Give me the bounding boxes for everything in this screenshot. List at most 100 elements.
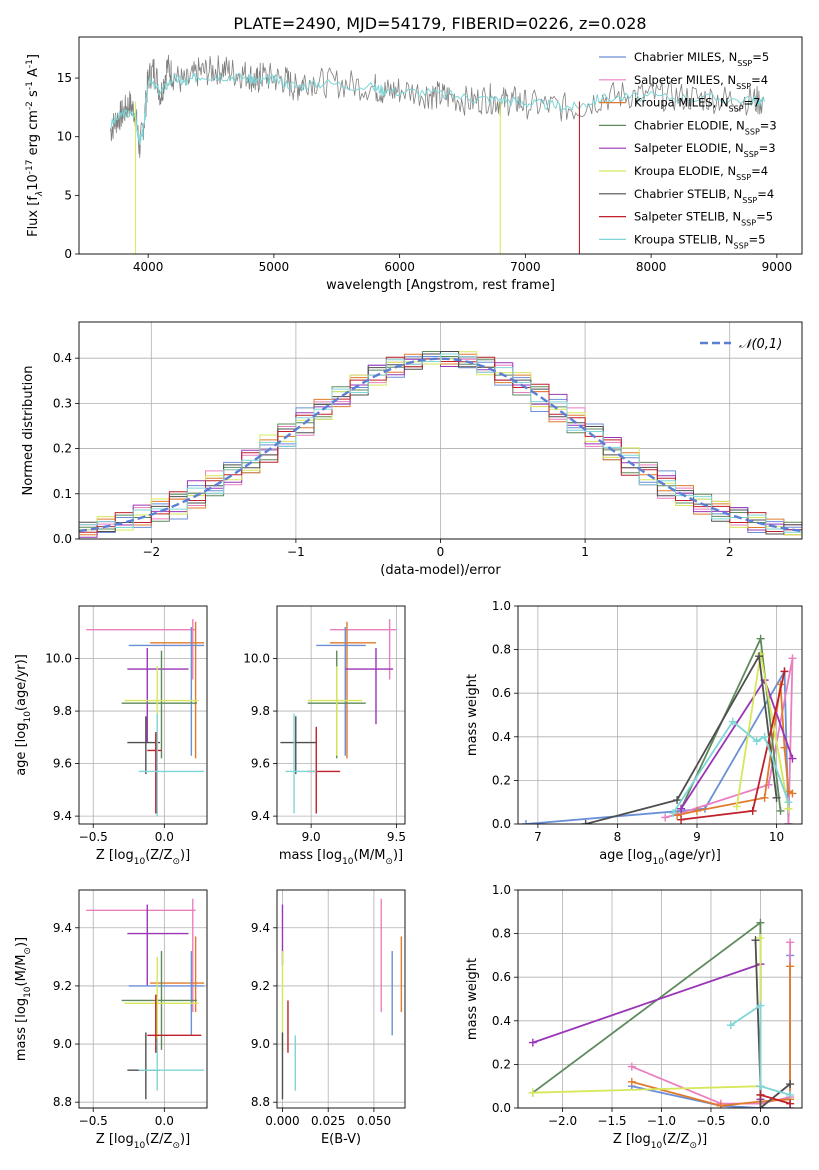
axes-frame	[517, 605, 803, 825]
legend-suffix: =4	[751, 164, 768, 178]
axes-frame	[78, 889, 208, 1109]
weight-marker	[760, 793, 769, 802]
weight-marker	[752, 737, 761, 746]
x-axis-label: Z [log10(Z/Z⊙)]	[96, 1132, 190, 1151]
weight-marker	[788, 754, 797, 763]
legend-sub: SSP	[737, 59, 752, 68]
weight-marker	[780, 743, 789, 752]
y-axis-label-part: erg cm	[26, 110, 41, 159]
plot-area-spectrum	[110, 54, 765, 254]
panel-weight-vs-age: 7 8 9 10 0.0 0.2 0.4 0.6 0.8 1.0 age [log10(age/yr…	[465, 599, 803, 867]
x-tick-label: 7	[534, 830, 542, 844]
x-tick-label: 10	[769, 830, 784, 844]
legend-sub: SSP	[734, 241, 749, 250]
x-axis-label: mass [log10(M/M⊙)]	[279, 848, 403, 867]
legend-entry: Chabrier STELIB, NSSP=4	[634, 187, 774, 205]
weight-marker	[786, 938, 795, 947]
weight-marker	[669, 809, 678, 818]
y-tick-label: 0.2	[53, 442, 72, 456]
y-axis-label-part: s	[26, 90, 41, 101]
y-axis-label: Flux [fλ10-17 erg cm-2 s-1 A-1]	[25, 54, 45, 237]
y-tick-label: 9.6	[53, 757, 72, 771]
x-tick-label: −1.0	[647, 1114, 676, 1128]
legend-entry: Salpeter ELODIE, NSSP=3	[634, 141, 776, 159]
x-tick-label: 0.0	[155, 1114, 174, 1128]
y-tick-label: 0.0	[492, 817, 511, 831]
y-tick-label: 10	[57, 130, 72, 144]
x-tick-label: 6000	[384, 260, 415, 274]
legend-text: Kroupa MILES, N	[634, 96, 729, 110]
legend-suffix: =5	[756, 210, 773, 224]
weight-marker	[784, 798, 793, 807]
x-tick-label: 2	[726, 545, 734, 559]
x-tick-label: 0.0	[751, 1114, 770, 1128]
y-tick-label: 0.0	[492, 1101, 511, 1115]
x-axis-label: E(B-V)	[321, 1132, 361, 1147]
y-tick-label: 9.8	[251, 704, 270, 718]
axes-age-vs-mass: 9.0 9.5 9.4 9.6 9.8 10.0 mass [log10(M/M⊙)]	[243, 605, 406, 867]
weight-marker	[756, 933, 765, 942]
y-tick-label: 0.0	[53, 532, 72, 546]
y-axis-label: mass weight	[465, 958, 480, 1040]
y-tick-label: 5	[64, 188, 72, 202]
x-axis-label: age [log10(age/yr)]	[599, 848, 721, 867]
x-tick-label: 0.050	[357, 1114, 391, 1128]
weight-marker	[786, 962, 795, 971]
axes-weight-vs-age: 7 8 9 10 0.0 0.2 0.4 0.6 0.8 1.0 age [log10(age/yr…	[465, 599, 803, 867]
legend-text: Chabrier ELODIE, N	[634, 118, 745, 132]
legend-sub: SSP	[741, 218, 756, 227]
x-tick-label: 0	[437, 545, 445, 559]
weight-marker	[756, 1090, 765, 1099]
legend-sub: SSP	[729, 104, 744, 113]
y-tick-label: 0.4	[53, 351, 72, 365]
x-axis-label: (data-model)/error	[380, 563, 501, 578]
axes-spectrum: 4000 5000 6000 7000 8000 9000 0 5 10 15 wavelength…	[25, 36, 803, 293]
x-tick-label: 1	[581, 545, 589, 559]
x-tick-label: 0.0	[155, 830, 174, 844]
y-tick-label: 8.8	[53, 1095, 72, 1109]
legend-suffix: =7	[744, 96, 761, 110]
x-tick-label: 7000	[510, 260, 541, 274]
legend-entry: Kroupa ELODIE, NSSP=4	[634, 164, 768, 182]
legend-suffix: =4	[751, 73, 768, 87]
weight-marker	[627, 1062, 636, 1071]
weight-line	[585, 655, 778, 824]
y-tick-label: 9.2	[53, 979, 72, 993]
weight-marker	[756, 1082, 765, 1091]
y-axis-label-part: -2	[25, 101, 35, 110]
y-tick-label: 0.8	[492, 927, 511, 941]
x-tick-label: 9	[693, 830, 701, 844]
x-tick-label: −0.5	[79, 830, 108, 844]
y-tick-label: 0.6	[492, 686, 511, 700]
legend-entry: 𝒩(0,1)	[739, 337, 782, 352]
weight-marker	[760, 732, 769, 741]
weight-marker	[677, 815, 686, 824]
legend-entry: Chabrier ELODIE, NSSP=3	[634, 118, 777, 136]
weight-line	[730, 1004, 791, 1096]
weight-marker	[784, 820, 793, 824]
weight-marker	[528, 1038, 537, 1047]
figure-title: PLATE=2490, MJD=54179, FIBERID=0226, z=0…	[233, 14, 646, 33]
y-tick-label: 9.4	[53, 809, 72, 823]
x-axis-label: wavelength [Angstrom, rest frame]	[326, 278, 555, 293]
y-tick-label: 9.0	[251, 1037, 270, 1051]
x-tick-label: −2.0	[548, 1114, 577, 1128]
axes-weight-vs-Z: −2.0 −1.5 −1.0 −0.5 0.0 0.0 0.2 0.4 0.6 0.8 1.0 Z […	[465, 883, 803, 1151]
plot-area-weight-vs-Z	[528, 918, 795, 1108]
y-axis-label-part: ]	[26, 54, 41, 59]
plot-area-weight-vs-age	[521, 634, 797, 824]
weight-marker	[661, 813, 670, 822]
axes-frame	[78, 36, 803, 255]
panel-age-vs-mass: 9.0 9.5 9.4 9.6 9.8 10.0 mass [log10(M/M⊙)]	[243, 605, 406, 867]
weight-marker	[748, 806, 757, 815]
legend-suffix: =3	[759, 141, 776, 155]
weight-marker	[677, 804, 686, 813]
y-tick-label: 9.6	[251, 757, 270, 771]
panel-mass-vs-Z: −0.5 0.0 8.8 9.0 9.2 9.4 Z [log10(Z/Z⊙)] mass […	[14, 889, 208, 1151]
panel-mass-vs-EBV: 0.000 0.025 0.050 8.8 9.0 9.2 9.4 E(B-V)	[251, 889, 406, 1147]
normal-reference-curve	[79, 357, 802, 533]
legend-sub: SSP	[744, 150, 759, 159]
x-tick-label: 4000	[133, 260, 164, 274]
